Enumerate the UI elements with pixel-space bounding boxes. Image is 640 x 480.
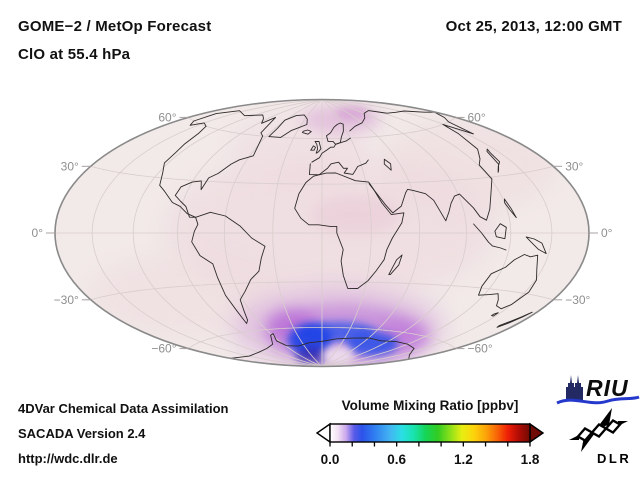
latitude-label: 60°	[158, 110, 176, 124]
clo-field-blob	[336, 106, 368, 120]
riu-logo: RIU	[556, 374, 640, 410]
clo-field-blob	[346, 332, 398, 356]
footer-url: http://wdc.dlr.de	[18, 451, 118, 466]
latitude-axis-labels: 60° 60° 30° 30° 0° 0° −30° −30° −60° −60°	[32, 110, 613, 355]
graticule-grid	[55, 99, 589, 367]
clo-field-blob	[385, 120, 555, 210]
colorbar-right-arrow	[529, 422, 545, 444]
colorbar-title: Volume Mixing Ratio [ppbv]	[342, 398, 519, 413]
colorbar-tick-label: 0.6	[387, 452, 406, 467]
latitude-label: −30°	[54, 293, 79, 307]
latitude-label: 30°	[565, 159, 583, 173]
colorbar-tick-label: 1.8	[521, 452, 540, 467]
dlr-emblem-icon	[569, 408, 628, 452]
riu-logo-text: RIU	[586, 375, 629, 401]
latitude-label: 30°	[61, 159, 79, 173]
clo-field-blob	[322, 346, 354, 366]
page-title: GOME−2 / MetOp Forecast	[18, 18, 212, 35]
footer-version-label: SACADA Version 2.4	[18, 426, 146, 441]
latitude-label: −30°	[565, 293, 590, 307]
cathedral-icon	[566, 375, 583, 401]
colorbar-legend: Volume Mixing Ratio [ppbv] 0.0 0.6 1.2 1.8	[315, 398, 545, 467]
timestamp: Oct 25, 2013, 12:00 GMT	[445, 18, 622, 35]
dlr-logo: DLR	[566, 408, 638, 478]
coastlines	[159, 110, 547, 360]
latitude-label: −60°	[468, 342, 493, 356]
colorbar-tick-labels: 0.0 0.6 1.2 1.8	[321, 452, 540, 467]
latitude-label: −60°	[151, 342, 176, 356]
dlr-logo-text: DLR	[597, 451, 632, 466]
colorbar-tick-label: 0.0	[321, 452, 340, 467]
latitude-label: 0°	[32, 226, 44, 240]
footer-assimilation-label: 4DVar Chemical Data Assimilation	[18, 401, 229, 416]
latitude-label: 60°	[468, 110, 486, 124]
colorbar-tick-label: 1.2	[454, 452, 473, 467]
clo-data-field	[90, 104, 555, 367]
clo-field-blob	[310, 195, 400, 235]
clo-field-blob	[288, 324, 332, 356]
rhine-wave-icon	[556, 395, 640, 405]
colorbar-gradient-bar	[329, 423, 531, 443]
colorbar-left-arrow	[315, 422, 331, 444]
clo-field-blob	[90, 255, 280, 335]
page-subtitle: ClO at 55.4 hPa	[18, 46, 131, 63]
latitude-label: 0°	[601, 226, 613, 240]
colorbar-ticks	[329, 442, 531, 447]
